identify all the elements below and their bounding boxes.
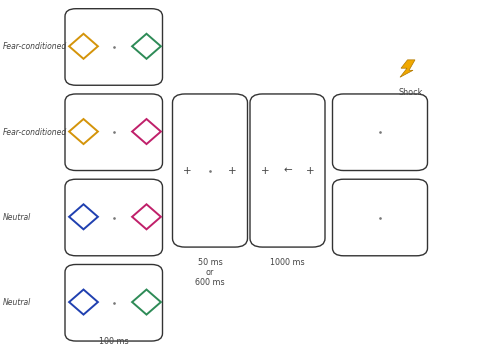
FancyBboxPatch shape [65,179,162,256]
Polygon shape [400,60,415,77]
Text: 1000 ms: 1000 ms [270,258,305,267]
FancyBboxPatch shape [65,264,162,341]
FancyBboxPatch shape [65,9,162,85]
Text: +: + [306,166,314,175]
FancyBboxPatch shape [172,94,248,247]
Text: Neutral: Neutral [2,213,31,222]
Text: +: + [260,166,270,175]
Text: Fear-conditioned: Fear-conditioned [2,128,67,137]
Text: Fear-conditioned: Fear-conditioned [2,42,67,52]
Text: +: + [228,166,237,175]
Text: +: + [183,166,192,175]
Text: 100 ms: 100 ms [99,337,129,346]
Text: Shock: Shock [399,88,423,97]
Text: ←: ← [283,166,292,175]
FancyBboxPatch shape [332,94,428,171]
Text: Neutral: Neutral [2,298,31,307]
Text: 50 ms
or
600 ms: 50 ms or 600 ms [195,258,225,287]
FancyBboxPatch shape [250,94,325,247]
FancyBboxPatch shape [332,179,428,256]
FancyBboxPatch shape [65,94,162,171]
